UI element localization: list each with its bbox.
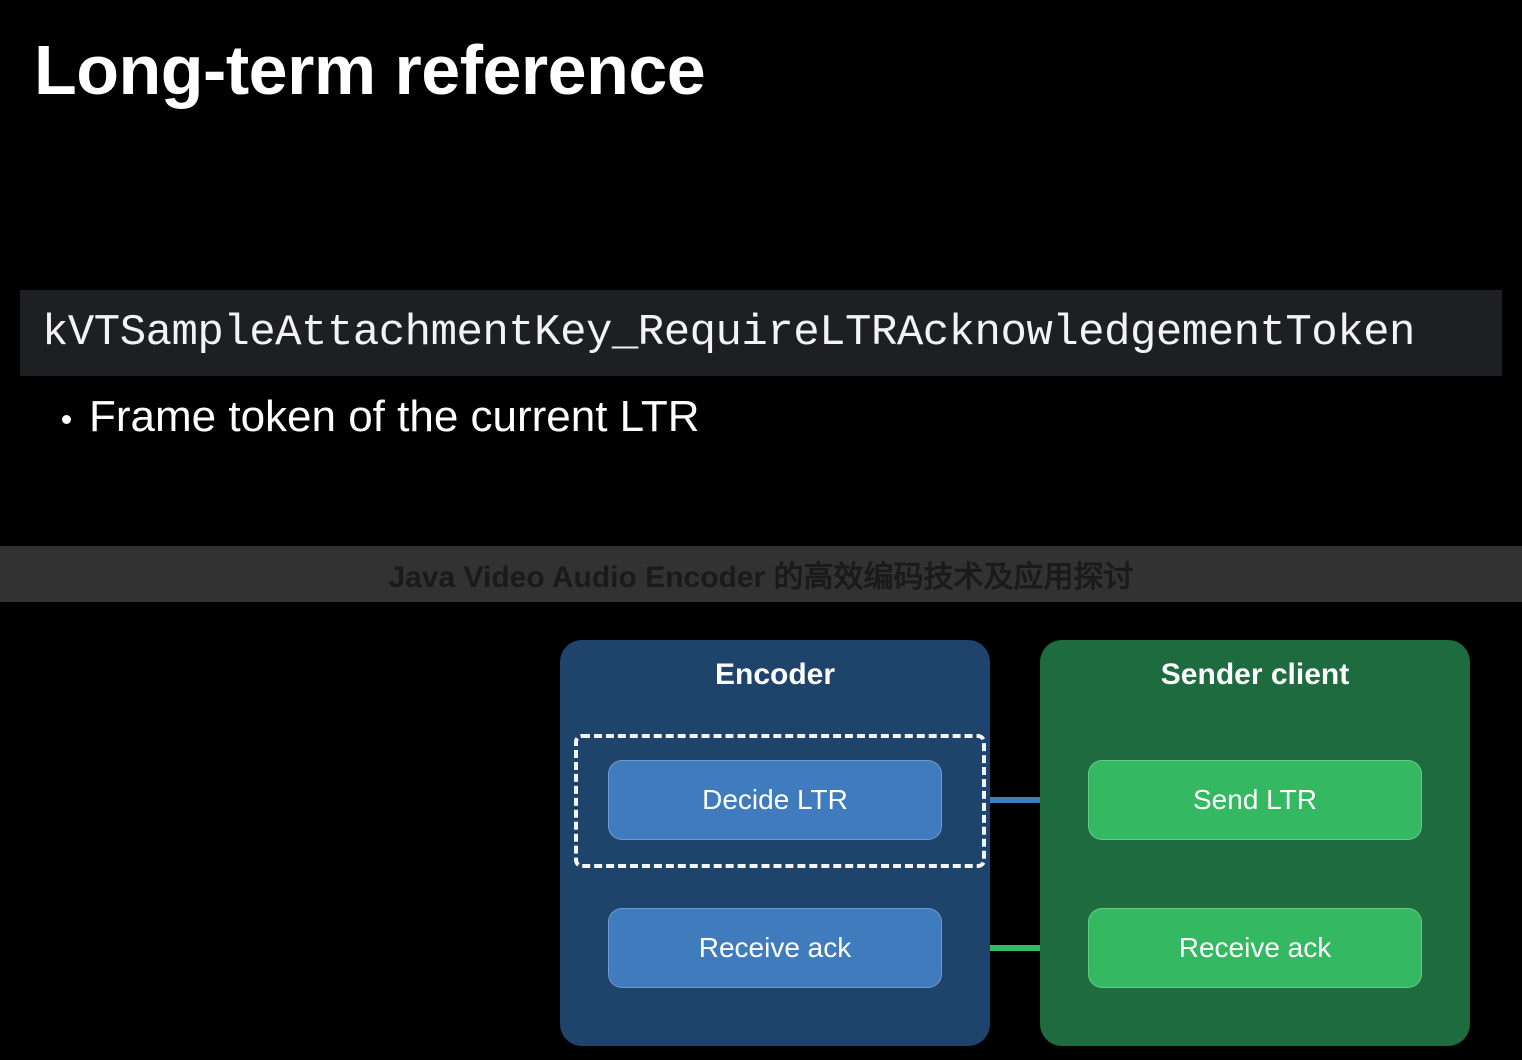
bullet-dot-icon (62, 415, 71, 424)
bullet-item: Frame token of the current LTR (62, 392, 700, 442)
slide-title: Long-term reference (34, 30, 705, 110)
diagram-node-send: Send LTR (1088, 760, 1422, 840)
ltr-flow-diagram: Encoder Sender client Decide LTR Receive ac… (560, 640, 1480, 1060)
diagram-panel-title-encoder: Encoder (560, 658, 990, 692)
diagram-node-recvack2: Receive ack (1088, 908, 1422, 988)
bullet-text: Frame token of the current LTR (89, 392, 700, 442)
caption-overlay-text: Java Video Audio Encoder 的高效编码技术及应用探讨 (388, 552, 1133, 596)
diagram-node-recvack1: Receive ack (608, 908, 942, 988)
diagram-node-decide: Decide LTR (608, 760, 942, 840)
diagram-panel-title-sender: Sender client (1040, 658, 1470, 692)
code-identifier-bar: kVTSampleAttachmentKey_RequireLTRAcknowl… (20, 290, 1502, 376)
caption-overlay-band: Java Video Audio Encoder 的高效编码技术及应用探讨 (0, 546, 1522, 602)
